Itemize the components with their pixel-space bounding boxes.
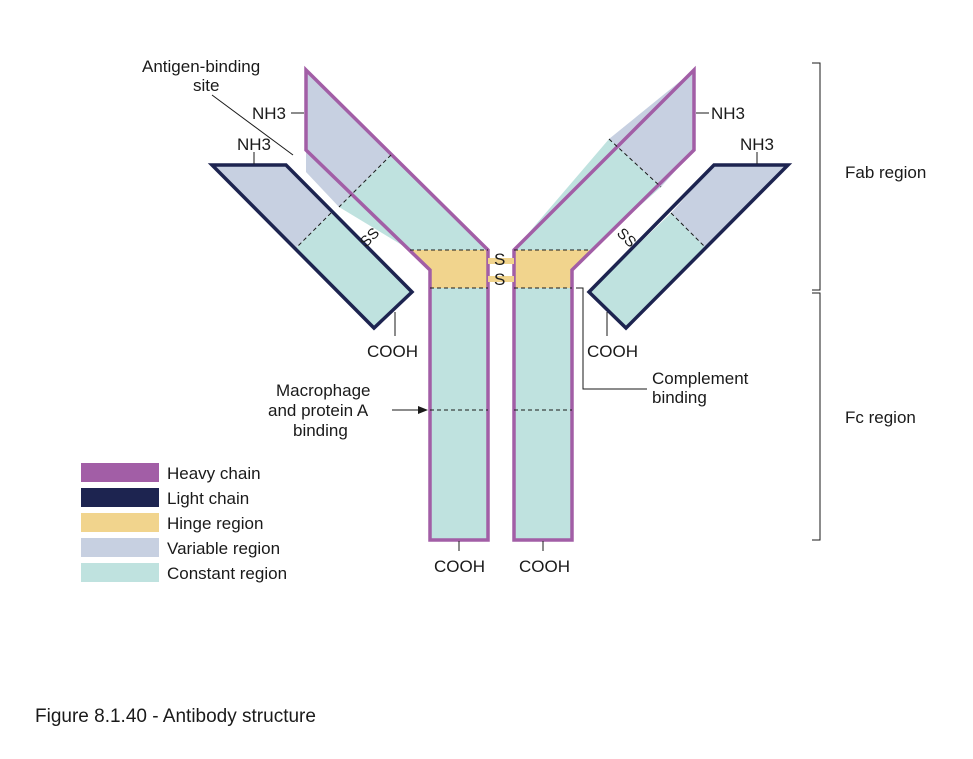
left-heavy-constant-arm <box>339 155 488 250</box>
fc-region-label: Fc region <box>845 408 916 427</box>
hinge-disulfide-s-lower: S <box>494 270 505 289</box>
fc-region-bracket <box>812 292 821 541</box>
legend-swatch-variable-region <box>81 538 159 557</box>
right-heavy-fc-constant <box>514 288 572 540</box>
left-light-vc-boundary <box>295 212 332 249</box>
legend-label-variable-region: Variable region <box>167 539 280 558</box>
legend-label-heavy-chain: Heavy chain <box>167 464 261 483</box>
fab-region-label: Fab region <box>845 163 926 182</box>
legend-label-hinge-region: Hinge region <box>167 514 263 533</box>
legend-swatch-heavy-chain <box>81 463 159 482</box>
complement-binding-bracket <box>576 287 647 390</box>
left-hinge-region <box>410 250 488 288</box>
left-light-cooh-label: COOH <box>367 342 418 361</box>
antigen-binding-site-label-line1: Antigen-binding <box>142 57 260 76</box>
right-hinge-region <box>514 250 590 288</box>
left-light-nh3-label: NH3 <box>237 135 271 154</box>
right-light-constant-region <box>589 213 706 328</box>
region-boundary-lines <box>295 138 707 411</box>
left-heavy-nh3-label: NH3 <box>252 104 286 123</box>
left-light-chain-outline <box>207 163 415 331</box>
right-heavy-chain <box>512 65 696 542</box>
antigen-binding-site-pointer <box>211 94 294 156</box>
legend-swatch-hinge-region <box>81 513 159 532</box>
legend-label-light-chain: Light chain <box>167 489 249 508</box>
fab-region-bracket <box>812 62 821 291</box>
right-heavy-cooh-label: COOH <box>519 557 570 576</box>
left-heavy-cooh-label: COOH <box>434 557 485 576</box>
right-heavy-nh3-label: NH3 <box>711 104 745 123</box>
left-light-constant-region <box>296 213 412 328</box>
left-heavy-fc-constant <box>430 288 488 540</box>
left-heavy-vc-boundary <box>338 154 392 208</box>
legend-swatch-light-chain <box>81 488 159 507</box>
hinge-disulfide-s-upper: S <box>494 250 505 269</box>
right-heavy-variable-region <box>609 70 694 187</box>
left-light-chain <box>207 163 415 331</box>
hinge-disulfide-bridge-lower <box>488 276 514 282</box>
macrophage-binding-label-line2: and protein A <box>268 401 369 420</box>
cooh-ticks <box>394 312 608 551</box>
complement-binding-label-line1: Complement <box>652 369 749 388</box>
macrophage-binding-label-line1: Macrophage <box>276 381 371 400</box>
right-heavy-vc-boundary <box>608 138 662 188</box>
right-light-chain-outline <box>586 163 793 331</box>
macrophage-binding-label-line3: binding <box>293 421 348 440</box>
right-light-cooh-label: COOH <box>587 342 638 361</box>
right-light-nh3-label: NH3 <box>740 135 774 154</box>
right-light-chain <box>586 163 793 331</box>
figure-caption: Figure 8.1.40 - Antibody structure <box>35 706 316 727</box>
nh3-labels <box>253 112 758 164</box>
complement-binding-label-line2: binding <box>652 388 707 407</box>
legend-label-constant-region: Constant region <box>167 564 287 583</box>
left-heavy-chain <box>304 65 490 542</box>
left-light-variable-region <box>212 165 331 248</box>
right-heavy-constant-arm <box>514 139 661 250</box>
legend-swatch-constant-region <box>81 563 159 582</box>
right-light-variable-region <box>671 165 788 248</box>
antigen-binding-site-label-line2: site <box>193 76 219 95</box>
antibody-structure-diagram: S S SS SS NH3 NH3 NH3 NH3 Antigen-bindin… <box>81 57 926 583</box>
hinge-disulfide-bridge-upper <box>488 258 514 264</box>
right-light-vc-boundary <box>670 212 707 249</box>
macrophage-binding-arrowhead <box>418 406 428 414</box>
legend: Heavy chain Light chain Hinge region Var… <box>81 463 287 583</box>
